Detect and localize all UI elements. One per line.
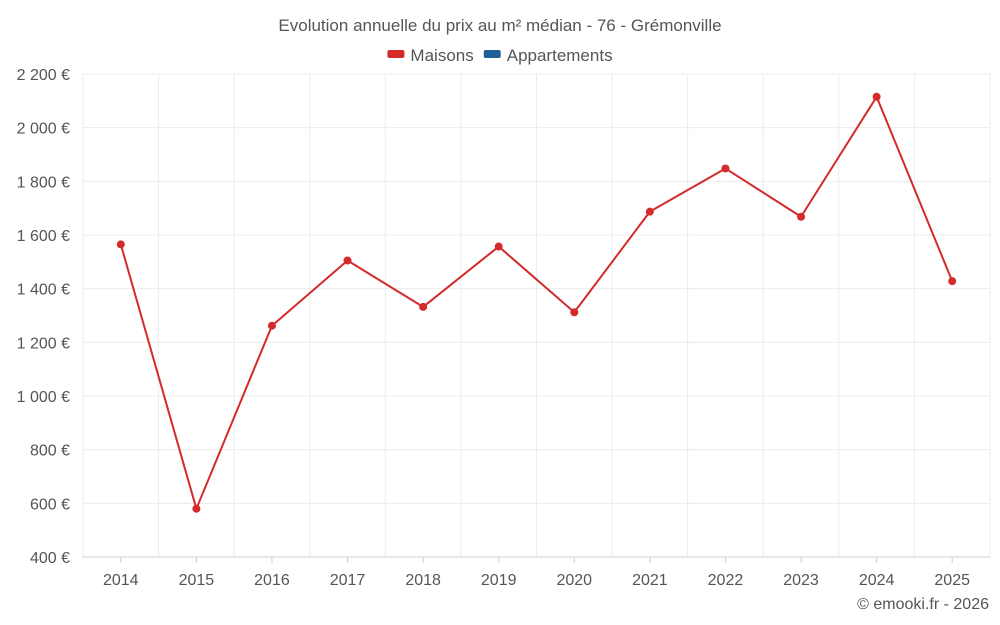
data-point-maisons xyxy=(343,256,352,265)
x-tick-label: 2024 xyxy=(859,572,895,589)
data-point-maisons xyxy=(192,504,201,513)
x-tick-label: 2021 xyxy=(632,572,668,589)
data-point-maisons xyxy=(721,164,730,173)
data-point-maisons xyxy=(267,321,276,330)
x-tick-label: 2015 xyxy=(179,572,215,589)
data-point-maisons xyxy=(948,277,957,286)
series-line-maisons xyxy=(119,95,954,510)
y-tick-label: 400 € xyxy=(30,550,70,567)
y-tick-label: 2 000 € xyxy=(17,121,70,138)
x-tick-label: 2019 xyxy=(481,572,517,589)
y-tick-label: 1 600 € xyxy=(17,228,70,245)
legend: Maisons Appartements xyxy=(387,46,613,65)
legend-item-appartements[interactable]: Appartements xyxy=(483,46,613,65)
y-tick-label: 1 200 € xyxy=(17,335,70,352)
legend-label: Maisons xyxy=(410,46,473,65)
x-tick-label: 2017 xyxy=(330,572,366,589)
legend-swatch xyxy=(483,50,501,58)
data-point-maisons xyxy=(645,207,654,216)
legend-label: Appartements xyxy=(507,46,613,65)
data-point-maisons xyxy=(494,242,503,251)
x-tick-label: 2014 xyxy=(103,572,139,589)
x-tick-label: 2023 xyxy=(783,572,819,589)
x-tick-label: 2022 xyxy=(708,572,744,589)
y-tick-label: 800 € xyxy=(30,443,70,460)
data-point-maisons xyxy=(570,308,579,317)
x-tick-label: 2018 xyxy=(405,572,441,589)
x-tick-label: 2016 xyxy=(254,572,290,589)
x-tick-label: 2020 xyxy=(556,572,592,589)
axes: 400 € 600 € 800 € 1 000 € 1 200 € 1 400 € 1 60… xyxy=(17,67,990,589)
y-tick-label: 600 € xyxy=(30,496,70,513)
series-layer xyxy=(116,92,957,513)
grid xyxy=(82,73,991,557)
data-point-maisons xyxy=(872,92,881,101)
credit-text: © emooki.fr - 2026 xyxy=(857,596,989,613)
y-tick-label: 2 200 € xyxy=(17,67,70,84)
y-tick-label: 1 400 € xyxy=(17,282,70,299)
data-point-maisons xyxy=(116,240,125,249)
legend-swatch xyxy=(387,50,405,58)
data-point-maisons xyxy=(797,212,806,221)
legend-item-maisons[interactable]: Maisons xyxy=(387,46,474,65)
x-tick-label: 2025 xyxy=(934,572,970,589)
data-point-maisons xyxy=(419,302,428,311)
y-tick-label: 1 800 € xyxy=(17,174,70,191)
chart-title: Evolution annuelle du prix au m² médian … xyxy=(278,16,721,35)
y-tick-label: 1 000 € xyxy=(17,389,70,406)
